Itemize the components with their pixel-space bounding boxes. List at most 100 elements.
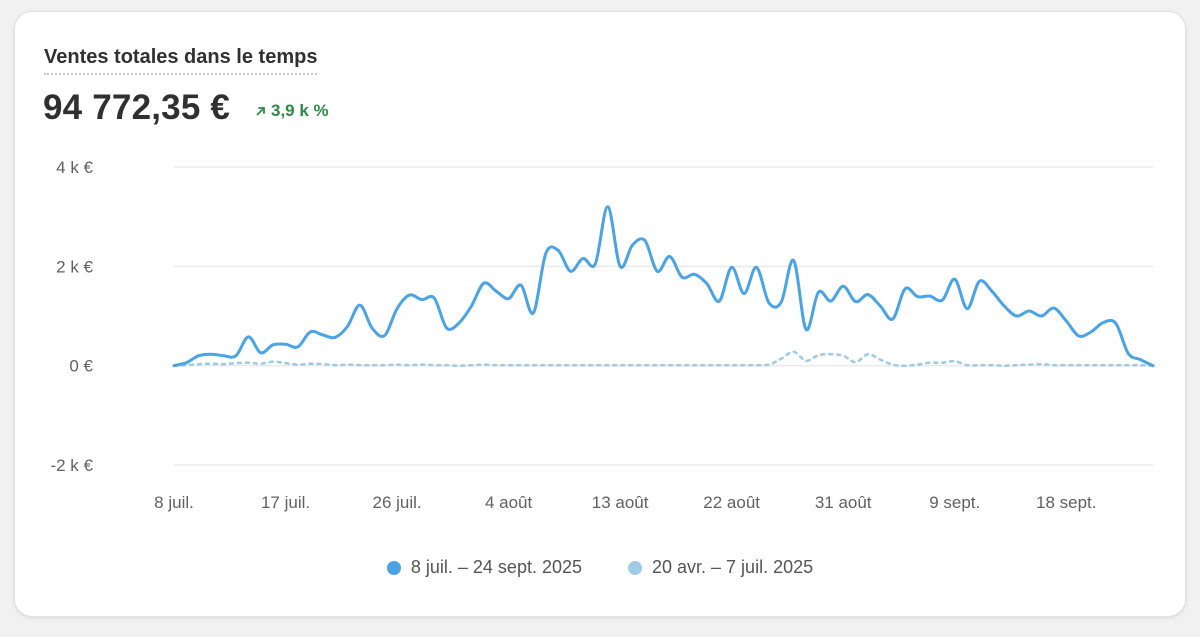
data-point-previous[interactable] [766, 362, 772, 368]
data-point-previous[interactable] [183, 362, 189, 368]
data-point-current[interactable] [506, 296, 512, 302]
data-point-current[interactable] [915, 294, 921, 300]
data-point-previous[interactable] [1088, 362, 1094, 368]
data-point-previous[interactable] [493, 362, 499, 368]
data-point-current[interactable] [394, 306, 400, 312]
data-point-current[interactable] [518, 282, 524, 288]
data-point-previous[interactable] [1113, 362, 1119, 368]
data-point-current[interactable] [382, 332, 388, 338]
data-point-current[interactable] [1100, 319, 1106, 325]
data-point-previous[interactable] [1150, 363, 1156, 369]
data-point-previous[interactable] [828, 351, 834, 357]
data-point-current[interactable] [1125, 350, 1131, 356]
data-point-current[interactable] [791, 257, 797, 263]
data-point-current[interactable] [939, 297, 945, 303]
data-point-previous[interactable] [778, 356, 784, 362]
data-point-current[interactable] [667, 253, 673, 259]
data-point-current[interactable] [245, 334, 251, 340]
data-point-previous[interactable] [1001, 363, 1007, 369]
data-point-previous[interactable] [815, 352, 821, 358]
data-point-previous[interactable] [1063, 362, 1069, 368]
data-point-previous[interactable] [258, 361, 264, 367]
data-point-current[interactable] [270, 342, 276, 348]
data-point-previous[interactable] [592, 362, 598, 368]
data-point-current[interactable] [221, 353, 227, 359]
data-point-previous[interactable] [642, 362, 648, 368]
data-point-previous[interactable] [853, 359, 859, 365]
data-point-previous[interactable] [667, 362, 673, 368]
data-point-current[interactable] [493, 288, 499, 294]
data-point-current[interactable] [741, 291, 747, 297]
data-point-current[interactable] [803, 326, 809, 332]
data-point-previous[interactable] [283, 360, 289, 366]
data-point-current[interactable] [952, 276, 958, 282]
data-point-previous[interactable] [902, 363, 908, 369]
data-point-previous[interactable] [890, 362, 896, 368]
data-point-previous[interactable] [196, 361, 202, 367]
data-point-previous[interactable] [605, 362, 611, 368]
data-point-previous[interactable] [803, 358, 809, 364]
data-point-current[interactable] [853, 299, 859, 305]
data-point-previous[interactable] [753, 362, 759, 368]
data-point-previous[interactable] [580, 362, 586, 368]
data-point-previous[interactable] [704, 362, 710, 368]
data-point-previous[interactable] [245, 360, 251, 366]
data-point-current[interactable] [307, 329, 313, 335]
data-point-previous[interactable] [233, 360, 239, 366]
data-point-previous[interactable] [307, 361, 313, 367]
data-point-previous[interactable] [406, 362, 412, 368]
data-point-current[interactable] [481, 280, 487, 286]
data-point-previous[interactable] [394, 362, 400, 368]
data-point-previous[interactable] [977, 362, 983, 368]
data-point-previous[interactable] [791, 349, 797, 355]
data-point-previous[interactable] [344, 362, 350, 368]
data-point-previous[interactable] [927, 360, 933, 366]
data-point-current[interactable] [840, 283, 846, 289]
data-point-current[interactable] [605, 204, 611, 210]
data-point-current[interactable] [208, 351, 214, 357]
data-point-current[interactable] [977, 278, 983, 284]
legend-item-current[interactable]: 8 juil. – 24 sept. 2025 [386, 557, 582, 578]
data-point-current[interactable] [927, 293, 933, 299]
data-point-current[interactable] [196, 353, 202, 359]
data-point-previous[interactable] [530, 362, 536, 368]
data-point-current[interactable] [555, 247, 561, 253]
data-point-current[interactable] [456, 320, 462, 326]
data-point-previous[interactable] [382, 362, 388, 368]
data-point-current[interactable] [568, 268, 574, 274]
data-point-previous[interactable] [221, 361, 227, 367]
data-point-previous[interactable] [506, 362, 512, 368]
data-point-previous[interactable] [431, 362, 437, 368]
data-point-previous[interactable] [419, 362, 425, 368]
data-point-previous[interactable] [208, 361, 214, 367]
data-point-previous[interactable] [1014, 362, 1020, 368]
data-point-current[interactable] [1014, 313, 1020, 319]
data-point-previous[interactable] [295, 362, 301, 368]
data-point-current[interactable] [258, 350, 264, 356]
data-point-current[interactable] [344, 323, 350, 329]
data-point-previous[interactable] [716, 362, 722, 368]
data-point-current[interactable] [320, 332, 326, 338]
data-point-previous[interactable] [456, 363, 462, 369]
data-point-current[interactable] [716, 298, 722, 304]
data-point-previous[interactable] [729, 362, 735, 368]
data-point-current[interactable] [295, 344, 301, 350]
data-point-current[interactable] [592, 261, 598, 267]
data-point-previous[interactable] [1076, 362, 1082, 368]
data-point-previous[interactable] [939, 360, 945, 366]
data-point-previous[interactable] [679, 362, 685, 368]
data-point-current[interactable] [902, 286, 908, 292]
data-point-previous[interactable] [741, 362, 747, 368]
data-point-current[interactable] [444, 325, 450, 331]
data-point-current[interactable] [815, 289, 821, 295]
card-title[interactable]: Ventes totales dans le temps [44, 46, 318, 75]
data-point-current[interactable] [431, 295, 437, 301]
data-point-previous[interactable] [518, 362, 524, 368]
data-point-current[interactable] [1051, 305, 1057, 311]
data-point-current[interactable] [654, 268, 660, 274]
data-point-previous[interactable] [840, 353, 846, 359]
data-point-current[interactable] [989, 288, 995, 294]
data-point-previous[interactable] [877, 357, 883, 363]
data-point-current[interactable] [406, 292, 412, 298]
data-point-current[interactable] [766, 300, 772, 306]
